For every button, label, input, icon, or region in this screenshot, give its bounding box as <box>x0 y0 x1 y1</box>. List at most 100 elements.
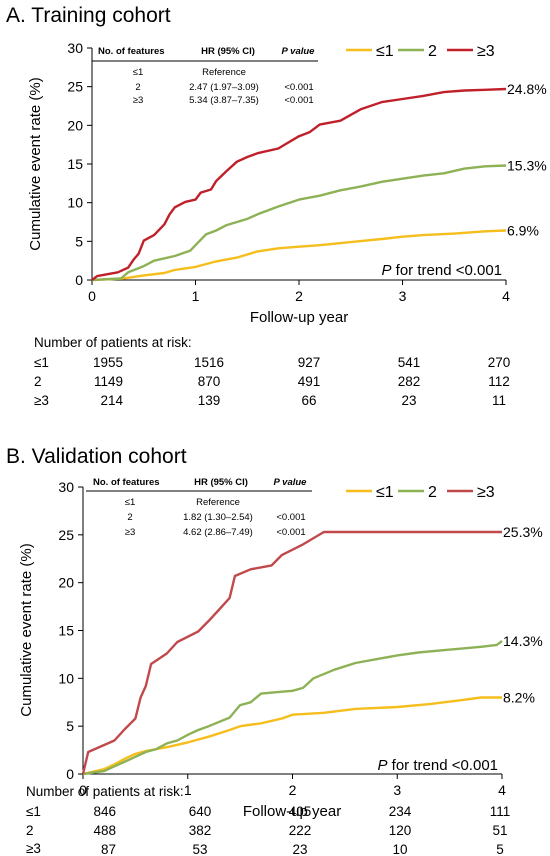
panel-b-trend-p: P <box>377 757 387 774</box>
panel-b-x-tick-label: 1 <box>184 782 192 798</box>
panel-b-legend-label-le1: ≤1 <box>376 484 394 501</box>
panel-a-y-tick-label: 30 <box>67 40 83 56</box>
panel-a-risk-value-ge3: 214 <box>100 393 123 408</box>
panel-a-end-label-le1: 6.9% <box>507 223 539 239</box>
panel-a-risk-value-2: 870 <box>198 374 221 389</box>
panel-b-risk-value-le1: 234 <box>389 804 412 819</box>
panel-b-x-label: Follow-up year <box>243 803 341 820</box>
panel-a-trend-p: P <box>381 262 391 279</box>
panel-b-risk-group-2: 2 <box>26 823 34 838</box>
panel-b-risk-value-2: 222 <box>289 823 312 838</box>
panel-b-risk-value-2: 120 <box>389 823 412 838</box>
panel-a-series-line-le1 <box>91 229 507 282</box>
panel-a-x-label: Follow-up year <box>250 309 348 326</box>
panel-a-inset-header-features: No. of features <box>98 46 165 57</box>
panel-a-risk-value-le1: 1516 <box>194 355 224 370</box>
panel-a-risk-value-ge3: 139 <box>198 393 221 408</box>
panel-a-inset-r3-group: ≥3 <box>133 95 144 106</box>
panel-a-risk-value-ge3: 66 <box>301 393 316 408</box>
panel-b-inset-r3-hr: 4.62 (2.86–7.49) <box>183 527 253 538</box>
panel-a-y-label: Cumulative event rate (%) <box>27 77 44 250</box>
panel-b-inset-r2-hr: 1.82 (1.30–2.54) <box>183 512 253 523</box>
panel-b-y-tick-label: 30 <box>58 479 74 495</box>
panel-b-inset-header-hr: HR (95% CI) <box>194 477 248 488</box>
panel-b-series-line-le1 <box>82 696 502 776</box>
panel-b-trend-value: for trend <0.001 <box>392 757 498 774</box>
panel-a-x-tick-label: 1 <box>192 288 200 304</box>
panel-a-risk-value-2: 112 <box>488 374 510 389</box>
panel-b-risk-table: Number of patients at risk: ≤1 2 ≥3 846 6… <box>26 784 510 856</box>
panel-b-y-label: Cumulative event rate (%) <box>18 543 35 716</box>
panel-b-end-label-ge3: 25.3% <box>503 524 543 540</box>
panel-a-x-tick-label: 3 <box>399 288 407 304</box>
panel-b-risk-value-ge3: 10 <box>392 842 407 856</box>
panel-b-plot: 0 5 10 15 20 25 30 0 1 2 3 4 8.2% 14.3% 25.3% <box>58 479 542 798</box>
panel-b-inset-r3-group: ≥3 <box>125 527 136 538</box>
panel-a-y-tick-label: 0 <box>75 272 83 288</box>
panel-a-risk-value-le1: 1955 <box>93 355 123 370</box>
panel-b-series-line-ge3 <box>81 530 502 775</box>
panel-b-risk-value-2: 382 <box>189 823 212 838</box>
panel-b-series-line-2 <box>82 640 503 776</box>
panel-b-y-tick-label: 15 <box>58 623 74 639</box>
panel-a-y-tick-label: 15 <box>67 156 83 172</box>
panel-b-risk-value-2: 51 <box>492 823 507 838</box>
panel-b-risk-value-le1: 111 <box>490 804 511 819</box>
panel-b-title: B. Validation cohort <box>6 445 187 468</box>
panel-b-y-tick-label: 10 <box>58 670 74 686</box>
panel-b-end-label-2: 14.3% <box>503 633 543 649</box>
panel-b-risk-value-le1: 846 <box>93 804 116 819</box>
panel-b-x-tick-label: 3 <box>393 782 401 798</box>
panel-a-risk-value-2: 282 <box>398 374 421 389</box>
panel-b-risk-value-ge3: 53 <box>192 842 207 856</box>
panel-b-x-tick-label: 2 <box>289 782 297 798</box>
panel-a-y-tick-label: 5 <box>75 233 83 249</box>
panel-a-inset-r3-p: <0.001 <box>284 95 313 106</box>
panel-a-risk-value-le1: 270 <box>488 355 511 370</box>
panel-a-trend-value: for trend <0.001 <box>396 262 502 279</box>
panel-a-y-tick-label: 25 <box>67 79 83 95</box>
panel-b-end-label-le1: 8.2% <box>503 689 535 705</box>
panel-a-series-line-ge3 <box>91 87 507 281</box>
panel-b-risk-value-le1: 405 <box>289 804 312 819</box>
panel-b-inset-r2-group: 2 <box>127 512 132 523</box>
panel-b-y-tick-label: 5 <box>66 718 74 734</box>
panel-b-risk-value-ge3: 23 <box>292 842 307 856</box>
panel-a-x-tick-label: 4 <box>502 288 510 304</box>
panel-a-legend-label-2: 2 <box>428 43 437 60</box>
panel-a-trend-text: P for trend <0.001 <box>381 262 502 279</box>
panel-b-risk-value-ge3: 87 <box>101 842 116 856</box>
panel-a-inset-r3-hr: 5.34 (3.87–7.35) <box>189 95 259 106</box>
panel-a-inset-r1-hr: Reference <box>202 67 246 78</box>
panel-a-risk-value-le1: 927 <box>298 355 321 370</box>
panel-b-inset-table: No. of features HR (95% CI) P value ≤1 R… <box>86 477 312 538</box>
panel-a-risk-value-ge3: 11 <box>492 393 506 408</box>
panel-b-risk-value-ge3: 5 <box>496 842 504 856</box>
panel-b-risk-value-le1: 640 <box>189 804 212 819</box>
panel-a-inset-table: No. of features HR (95% CI) P value ≤1 R… <box>92 46 318 106</box>
panel-a-end-label-ge3: 24.8% <box>507 81 547 97</box>
panel-a-risk-value-ge3: 23 <box>401 393 416 408</box>
panel-b-risk-title: Number of patients at risk: <box>26 784 184 799</box>
panel-b-inset-header-p: P value <box>274 477 308 488</box>
panel-a-inset-r2-p: <0.001 <box>284 82 313 93</box>
panel-a-plot: 0 5 10 15 20 25 30 0 1 2 3 4 6.9% 15.3% 24.8% <box>67 40 546 304</box>
panel-a-y-tick-label: 10 <box>67 195 83 211</box>
panel-a-risk-table: Number of patients at risk: ≤1 2 ≥3 1955… <box>34 335 510 408</box>
panel-b-legend: ≤1 2 ≥3 <box>346 484 495 501</box>
panel-a-title: A. Training cohort <box>6 4 171 27</box>
panel-b-legend-label-ge3: ≥3 <box>477 484 495 501</box>
panel-a-risk-title: Number of patients at risk: <box>34 335 192 350</box>
panel-a-end-label-2: 15.3% <box>507 158 547 174</box>
panel-a-series-line-2 <box>91 164 507 282</box>
panel-b-risk-group-le1: ≤1 <box>26 804 41 819</box>
panel-b-inset-r1-hr: Reference <box>196 497 240 508</box>
panel-b-x-tick-label: 4 <box>498 782 506 798</box>
panel-a-x-tick-label: 0 <box>88 288 96 304</box>
panel-a-inset-r1-group: ≤1 <box>133 67 144 78</box>
panel-b-y-tick-label: 25 <box>58 527 74 543</box>
panel-a-inset-r2-hr: 2.47 (1.97–3.09) <box>189 82 259 93</box>
